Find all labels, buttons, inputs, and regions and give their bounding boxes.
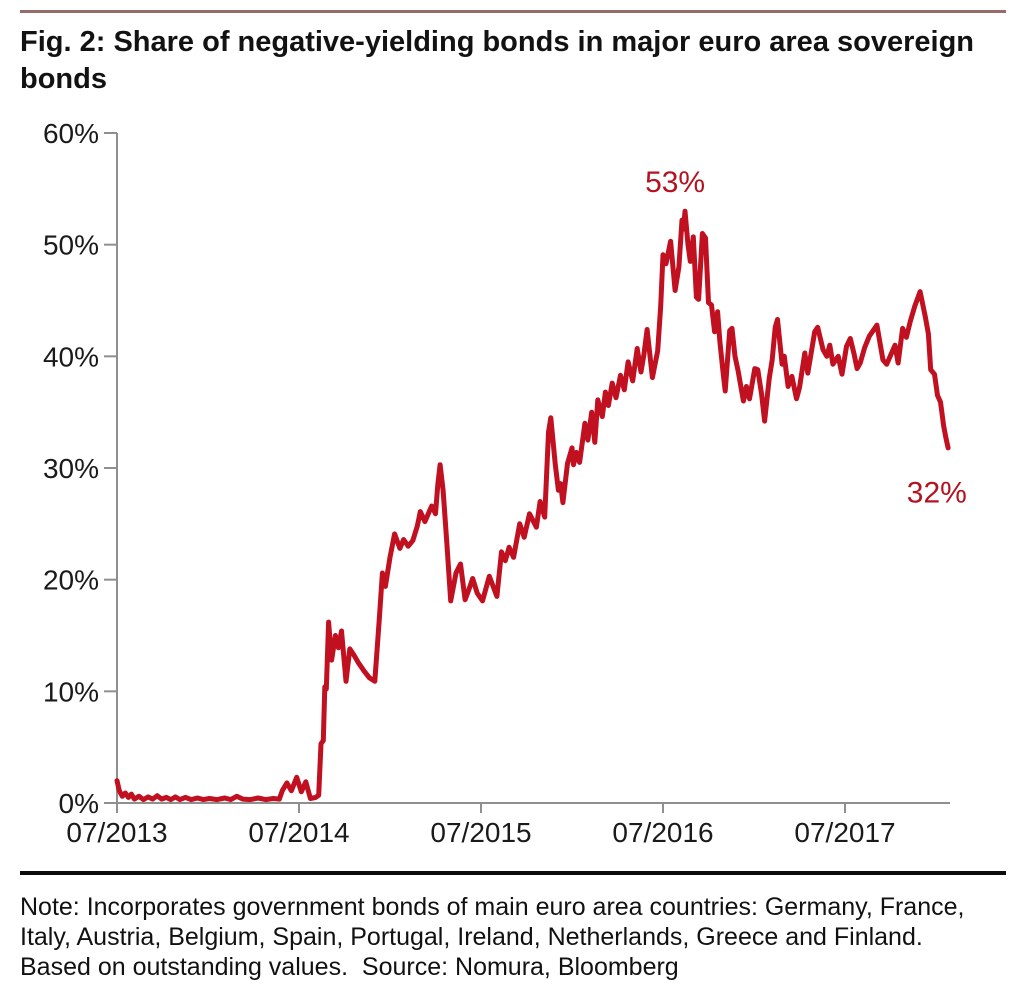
- bond-share-line: [114, 208, 951, 803]
- y-tick-label-60: 60%: [43, 118, 99, 149]
- figure-title: Fig. 2: Share of negative-yielding bonds…: [20, 26, 974, 95]
- x-axis-labels: 07/2013 07/2014 07/2015 07/2016 07/2017: [66, 817, 895, 848]
- note-line-2: Italy, Austria, Belgium, Spain, Portugal…: [20, 923, 923, 951]
- x-tick-label-07/2017: 07/2017: [794, 817, 895, 848]
- y-tick-label-40: 40%: [43, 341, 99, 372]
- y-tick-label-50: 50%: [43, 230, 99, 261]
- x-tick-label-07/2014: 07/2014: [248, 817, 349, 848]
- end-annotation-label: 32%: [907, 477, 967, 510]
- source-note: Note: Incorporates government bonds of m…: [20, 892, 1020, 982]
- y-tick-label-10: 10%: [43, 676, 99, 707]
- negative-yield-share-chart: 0%10%20%30%40%50%60% 07/2013 07/2014 07/20…: [43, 118, 967, 848]
- note-line-1: Note: Incorporates government bonds of m…: [20, 893, 965, 921]
- y-axis-ticks: [104, 132, 117, 804]
- peak-annotation-label: 53%: [645, 166, 705, 199]
- bottom-divider: [20, 871, 1006, 875]
- x-tick-label-07/2016: 07/2016: [612, 817, 713, 848]
- x-tick-label-07/2015: 07/2015: [430, 817, 531, 848]
- y-tick-label-0: 0%: [59, 788, 99, 819]
- y-tick-label-20: 20%: [43, 565, 99, 596]
- y-axis-labels: 0% 10% 20% 30% 40% 50% 60%: [43, 118, 99, 819]
- note-line-3: Based on outstanding values. Source: Nom…: [20, 953, 679, 981]
- x-tick-label-07/2013: 07/2013: [66, 817, 167, 848]
- x-axis-ticks: [116, 803, 846, 813]
- top-divider: [20, 10, 1006, 13]
- y-tick-label-30: 30%: [43, 453, 99, 484]
